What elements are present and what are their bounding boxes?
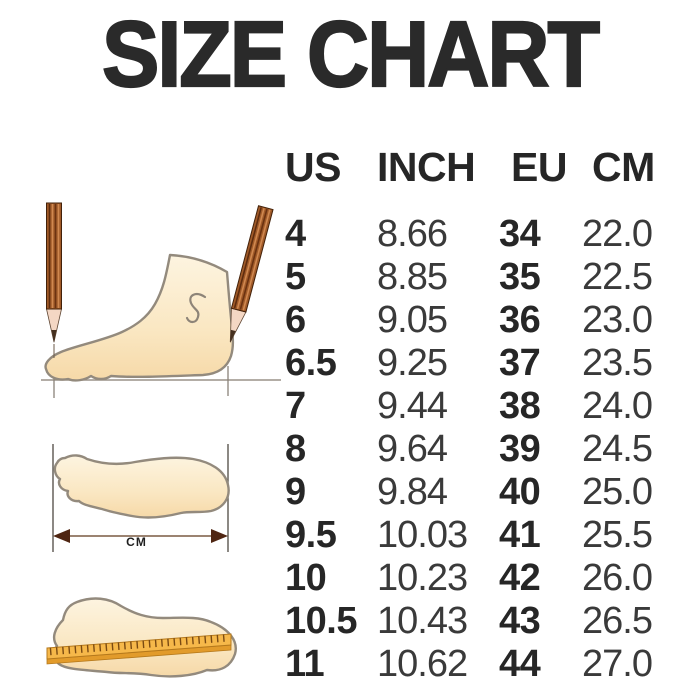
foot-sole-shape xyxy=(53,454,230,519)
size-value-us: 4 xyxy=(285,212,306,255)
foot-side-shape xyxy=(44,253,235,382)
size-value-us: 7 xyxy=(285,384,306,427)
size-value-eu: 35 xyxy=(499,255,541,298)
column-header-cm: CM xyxy=(592,144,655,190)
size-value-inch: 9.44 xyxy=(377,384,448,427)
size-value-cm: 22.5 xyxy=(582,255,653,298)
column-header-us: US xyxy=(285,144,341,190)
pencil-icon-left xyxy=(45,202,63,358)
size-value-inch: 9.84 xyxy=(377,470,448,513)
size-value-eu: 37 xyxy=(499,341,541,384)
size-value-inch: 9.05 xyxy=(377,298,448,341)
size-value-eu: 40 xyxy=(499,470,541,513)
foot-side-measure-illustration xyxy=(41,202,281,398)
size-value-us: 5 xyxy=(285,255,306,298)
size-value-eu: 43 xyxy=(499,599,541,642)
size-value-cm: 24.5 xyxy=(582,427,653,470)
size-value-eu: 42 xyxy=(499,556,541,599)
column-header-eu: EU xyxy=(511,144,567,190)
size-value-cm: 23.5 xyxy=(582,341,653,384)
size-value-cm: 25.0 xyxy=(582,470,653,513)
size-value-cm: 22.0 xyxy=(582,212,653,255)
cm-measure-label: CM xyxy=(126,535,147,549)
size-value-inch: 10.62 xyxy=(377,642,468,685)
size-value-us: 11 xyxy=(285,642,325,685)
size-value-cm: 27.0 xyxy=(582,642,653,685)
ruler-icon xyxy=(46,633,232,665)
size-value-inch: 9.25 xyxy=(377,341,448,384)
size-value-eu: 36 xyxy=(499,298,541,341)
size-value-us: 9 xyxy=(285,470,306,513)
size-table-header: US INCH EU CM xyxy=(283,145,692,189)
size-value-cm: 25.5 xyxy=(582,513,653,556)
size-value-eu: 41 xyxy=(499,513,541,556)
size-value-cm: 24.0 xyxy=(582,384,653,427)
size-value-eu: 39 xyxy=(499,427,541,470)
page-title: SIZE CHART xyxy=(101,2,601,107)
size-value-eu: 34 xyxy=(499,212,541,255)
size-value-us: 6 xyxy=(285,298,306,341)
size-value-us: 10.5 xyxy=(285,599,357,642)
size-value-inch: 10.23 xyxy=(377,556,468,599)
foot-sole-arrow-illustration xyxy=(52,444,230,552)
column-header-inch: INCH xyxy=(377,144,476,190)
foot-ruler-illustration xyxy=(46,597,237,678)
size-value-eu: 38 xyxy=(499,384,541,427)
size-value-us: 6.5 xyxy=(285,341,337,384)
size-value-inch: 8.66 xyxy=(377,212,448,255)
size-value-inch: 10.43 xyxy=(377,599,468,642)
size-value-cm: 26.0 xyxy=(582,556,653,599)
size-table-body: 4 8.66 34 22.0 5 8.85 35 22.5 6 9.05 36 23.0 6.5 9.25… xyxy=(283,212,692,685)
size-value-cm: 26.5 xyxy=(582,599,653,642)
length-arrow-icon xyxy=(53,529,228,543)
size-value-eu: 44 xyxy=(499,642,541,685)
size-value-inch: 9.64 xyxy=(377,427,448,470)
size-value-inch: 8.85 xyxy=(377,255,448,298)
ankle-detail xyxy=(185,293,207,324)
size-value-us: 10 xyxy=(285,556,327,599)
size-value-us: 9.5 xyxy=(285,513,337,556)
size-value-inch: 10.03 xyxy=(377,513,468,556)
size-value-us: 8 xyxy=(285,427,306,470)
size-value-cm: 23.0 xyxy=(582,298,653,341)
